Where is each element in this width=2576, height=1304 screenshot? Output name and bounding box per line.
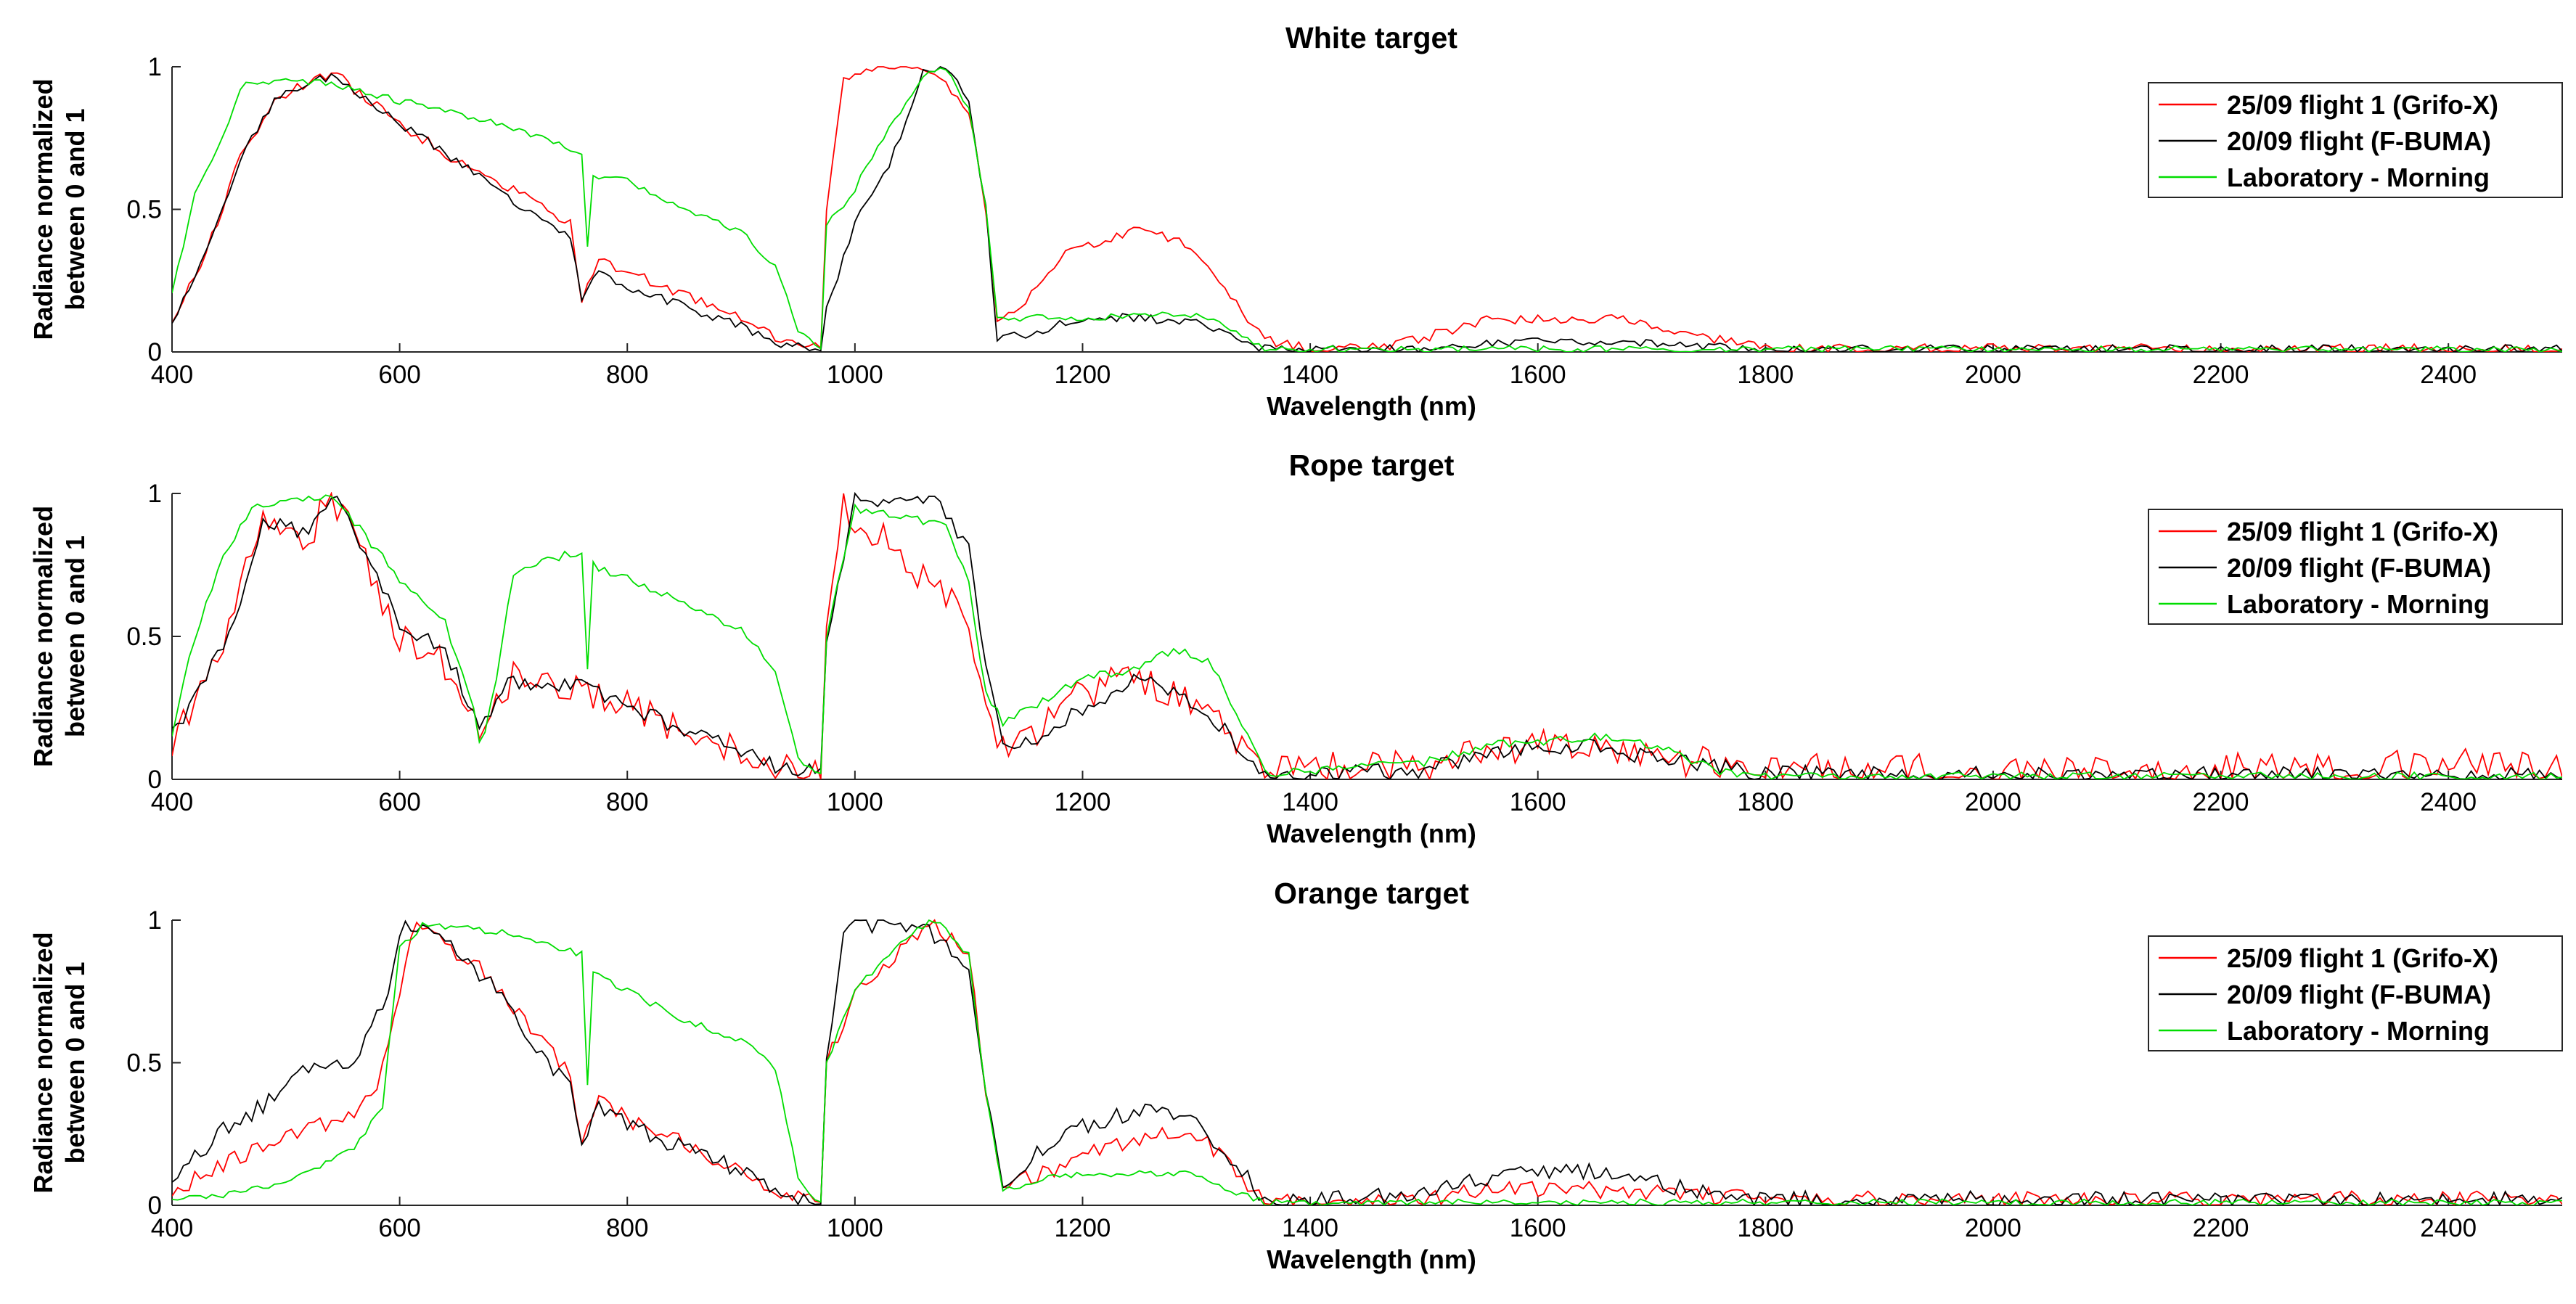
y-axis-label: Radiance normalizedbetween 0 and 1	[28, 506, 90, 767]
x-tick-label: 1600	[1510, 361, 1566, 389]
series-line-2	[172, 492, 2562, 779]
y-axis-label: Radiance normalizedbetween 0 and 1	[28, 932, 90, 1193]
legend-entry-label: Laboratory - Morning	[2227, 163, 2490, 192]
series-line-3	[172, 67, 2562, 352]
series-line-1	[172, 919, 2562, 1205]
y-axis-label-line: between 0 and 1	[60, 961, 90, 1163]
y-axis-label: Radiance normalizedbetween 0 and 1	[28, 78, 90, 340]
x-tick-label: 600	[378, 361, 420, 389]
x-tick-label: 2200	[2193, 361, 2249, 389]
y-axis-label-line: Radiance normalized	[28, 78, 58, 340]
x-tick-label: 600	[378, 788, 420, 816]
y-axis-label-line: between 0 and 1	[60, 536, 90, 737]
y-tick-label: 0	[148, 766, 162, 794]
x-tick-label: 800	[606, 361, 648, 389]
x-tick-label: 1800	[1737, 1214, 1794, 1242]
legend-box	[2148, 509, 2563, 625]
y-tick-label: 0.5	[126, 196, 162, 224]
chart-panel-3: Orange target 400 600 800 1000 1200 1400 1600 18…	[28, 877, 2563, 1274]
x-axis-label: Wavelength (nm)	[1267, 1244, 1476, 1274]
x-tick-label: 1400	[1282, 361, 1338, 389]
x-tick-label: 400	[151, 788, 193, 816]
y-tick-label: 0	[148, 1192, 162, 1220]
chart-title: Orange target	[1274, 877, 1469, 910]
x-tick-label: 1600	[1510, 788, 1566, 816]
y-axis-label-line: between 0 and 1	[60, 108, 90, 310]
legend-entry-label: Laboratory - Morning	[2227, 1016, 2490, 1046]
y-tick-label: 0.5	[126, 1049, 162, 1078]
x-tick-label: 2000	[1965, 1214, 2021, 1242]
legend-entry-label: 25/09 flight 1 (Grifo-X)	[2227, 943, 2498, 973]
chart-title: Rope target	[1289, 448, 1455, 482]
x-tick-label: 2200	[2193, 1214, 2249, 1242]
x-tick-label: 1800	[1737, 788, 1794, 816]
x-tick-label: 1600	[1510, 1214, 1566, 1242]
x-tick-label: 400	[151, 1214, 193, 1242]
legend-entry-label: 20/09 flight (F-BUMA)	[2227, 980, 2491, 1009]
x-tick-label: 2000	[1965, 788, 2021, 816]
y-tick-label: 0	[148, 338, 162, 366]
chart-title: White target	[1285, 21, 1457, 54]
legend-entry-label: Laboratory - Morning	[2227, 589, 2490, 619]
legend: 25/09 flight 1 (Grifo-X) 20/09 flight (F-…	[2148, 935, 2563, 1051]
x-axis-label: Wavelength (nm)	[1267, 819, 1476, 848]
legend-entry-label: 25/09 flight 1 (Grifo-X)	[2227, 517, 2498, 546]
y-axis-label-line: Radiance normalized	[28, 932, 58, 1193]
x-tick-label: 2400	[2420, 361, 2477, 389]
x-tick-label: 800	[606, 1214, 648, 1242]
x-tick-label: 1400	[1282, 1214, 1338, 1242]
x-tick-label: 1200	[1055, 1214, 1111, 1242]
x-axis-label: Wavelength (nm)	[1267, 391, 1476, 421]
y-axis-label-line: Radiance normalized	[28, 506, 58, 767]
legend-entry-label: 25/09 flight 1 (Grifo-X)	[2227, 90, 2498, 120]
x-tick-label: 400	[151, 361, 193, 389]
x-tick-label: 1000	[827, 361, 883, 389]
series-line-3	[172, 494, 2562, 779]
y-tick-label: 1	[148, 480, 162, 508]
chart-panel-1: White target 400 600 800 1000 1200 1400 1600 180…	[28, 21, 2563, 421]
x-tick-label: 800	[606, 788, 648, 816]
x-tick-label: 1200	[1055, 788, 1111, 816]
chart-panel-2: Rope target 400 600 800 1000 1200 1400 1600 1800…	[28, 448, 2563, 848]
x-tick-label: 1400	[1282, 788, 1338, 816]
x-tick-label: 2200	[2193, 788, 2249, 816]
legend-box	[2148, 935, 2563, 1051]
x-tick-label: 1000	[827, 788, 883, 816]
x-tick-label: 1000	[827, 1214, 883, 1242]
x-tick-label: 600	[378, 1214, 420, 1242]
y-tick-label: 0.5	[126, 623, 162, 651]
legend: 25/09 flight 1 (Grifo-X) 20/09 flight (F-…	[2148, 82, 2563, 198]
series-line-3	[172, 919, 2562, 1205]
x-tick-label: 2400	[2420, 1214, 2477, 1242]
y-tick-label: 1	[148, 53, 162, 81]
x-tick-label: 1200	[1055, 361, 1111, 389]
y-tick-label: 1	[148, 906, 162, 935]
legend: 25/09 flight 1 (Grifo-X) 20/09 flight (F-…	[2148, 509, 2563, 625]
x-tick-label: 2000	[1965, 361, 2021, 389]
legend-entry-label: 20/09 flight (F-BUMA)	[2227, 553, 2491, 583]
x-tick-label: 1800	[1737, 361, 1794, 389]
x-tick-label: 2400	[2420, 788, 2477, 816]
legend-entry-label: 20/09 flight (F-BUMA)	[2227, 126, 2491, 156]
series-line-1	[172, 492, 2562, 779]
legend-box	[2148, 82, 2563, 198]
